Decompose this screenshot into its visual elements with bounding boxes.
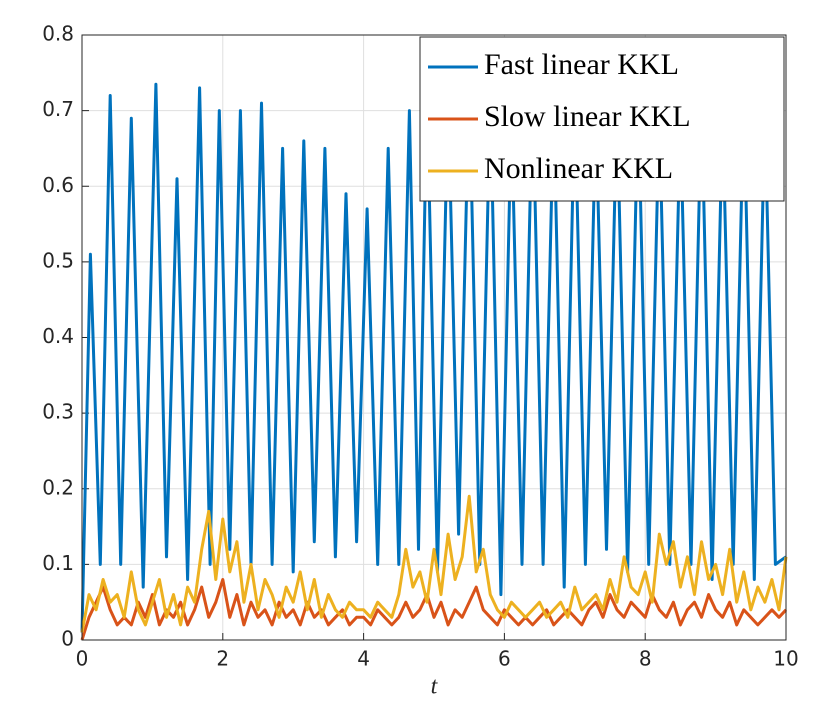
x-tick-label: 2 <box>216 647 229 671</box>
y-tick-label: 0.7 <box>42 97 74 121</box>
x-tick-label: 10 <box>773 647 798 671</box>
x-tick-label: 4 <box>357 647 370 671</box>
y-tick-label: 0.5 <box>42 248 74 272</box>
x-axis-label: t <box>431 674 439 700</box>
x-tick-label: 6 <box>498 647 511 671</box>
y-tick-label: 0.2 <box>42 475 74 499</box>
legend-label: Slow linear KKL <box>484 100 691 133</box>
legend-box <box>419 36 785 202</box>
y-tick-label: 0.8 <box>42 22 74 46</box>
legend-label: Fast linear KKL <box>484 48 679 81</box>
series-line <box>80 494 788 633</box>
series-line <box>80 78 787 633</box>
x-tick-label: 0 <box>76 647 89 671</box>
legend-label: Nonlinear KKL <box>484 152 673 185</box>
y-tick-label: 0.1 <box>42 551 74 575</box>
axes-box <box>81 34 787 641</box>
y-tick-label: 0 <box>61 627 74 651</box>
y-tick-label: 0.6 <box>42 173 74 197</box>
x-tick-label: 8 <box>639 647 652 671</box>
y-tick-label: 0.4 <box>42 324 74 348</box>
y-tick-label: 0.3 <box>42 400 74 424</box>
series-line <box>80 578 788 641</box>
